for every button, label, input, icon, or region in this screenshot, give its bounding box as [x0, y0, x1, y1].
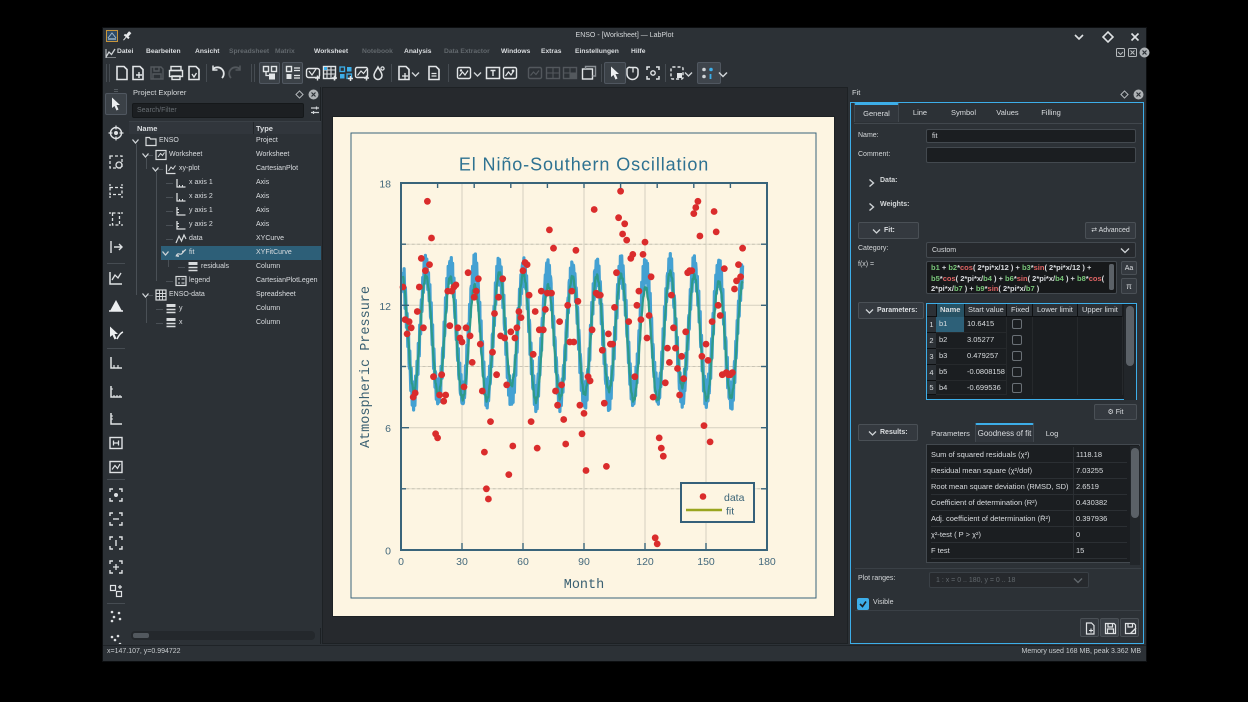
svg-text:90: 90: [578, 556, 590, 568]
svg-text:120: 120: [636, 556, 654, 568]
svg-text:30: 30: [456, 556, 468, 568]
svg-text:fit: fit: [726, 506, 734, 518]
svg-text:0: 0: [385, 546, 391, 558]
svg-text:60: 60: [517, 556, 529, 568]
svg-text:Atmospheric Pressure: Atmospheric Pressure: [359, 286, 374, 448]
svg-text:0: 0: [398, 556, 404, 568]
svg-text:12: 12: [379, 301, 391, 313]
svg-text:18: 18: [379, 179, 391, 191]
svg-text:180: 180: [758, 556, 776, 568]
svg-text:6: 6: [385, 423, 391, 435]
svg-text:El Niño-Southern Oscillation: El Niño-Southern Oscillation: [459, 155, 709, 175]
svg-text:data: data: [724, 492, 745, 504]
svg-text:150: 150: [697, 556, 715, 568]
svg-text:Month: Month: [564, 578, 605, 593]
